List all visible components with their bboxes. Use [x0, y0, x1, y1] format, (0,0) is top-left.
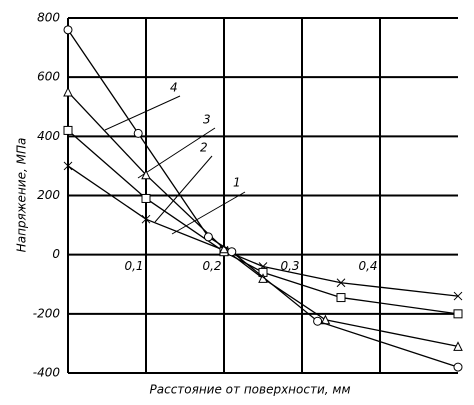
curve: [67, 29, 459, 368]
y-axis-label: Напряжение, МПа: [15, 138, 29, 253]
marker: [453, 362, 463, 372]
curve-label: 4: [170, 81, 178, 95]
marker: [453, 341, 463, 351]
curve: [67, 165, 459, 297]
x-tick-label: 0,4: [358, 259, 377, 273]
marker: [227, 247, 237, 257]
y-tick-label: 200: [37, 188, 60, 202]
marker: [63, 161, 73, 171]
curve-label: 2: [200, 141, 208, 155]
leader-line: [154, 155, 213, 223]
marker: [453, 309, 463, 319]
marker: [336, 293, 346, 303]
curve-label: 3: [203, 113, 211, 127]
curve-label: 1: [233, 176, 241, 190]
marker: [336, 278, 346, 288]
x-tick-label: 0,1: [124, 259, 143, 273]
leader-line: [104, 95, 181, 131]
curve: [67, 91, 459, 348]
marker: [141, 169, 151, 180]
x-tick-label: 0,3: [280, 259, 299, 273]
y-tick-label: -200: [33, 306, 61, 320]
y-tick-label: 400: [37, 129, 60, 143]
y-tick-label: 600: [37, 70, 60, 84]
marker: [453, 291, 463, 301]
curve: [67, 129, 459, 315]
x-tick-label: 0,2: [202, 259, 221, 273]
marker: [63, 25, 73, 35]
marker: [133, 128, 143, 138]
y-tick-label: -400: [33, 366, 61, 380]
marker: [63, 125, 73, 135]
marker: [313, 316, 323, 326]
leader-line: [171, 191, 246, 235]
y-tick-label: 800: [37, 11, 60, 25]
marker: [63, 86, 73, 97]
marker: [141, 193, 151, 203]
x-axis-label: Расстояние от поверхности, мм: [150, 383, 351, 397]
marker: [203, 232, 213, 242]
marker: [141, 214, 151, 224]
y-tick-label: 0: [52, 247, 60, 261]
